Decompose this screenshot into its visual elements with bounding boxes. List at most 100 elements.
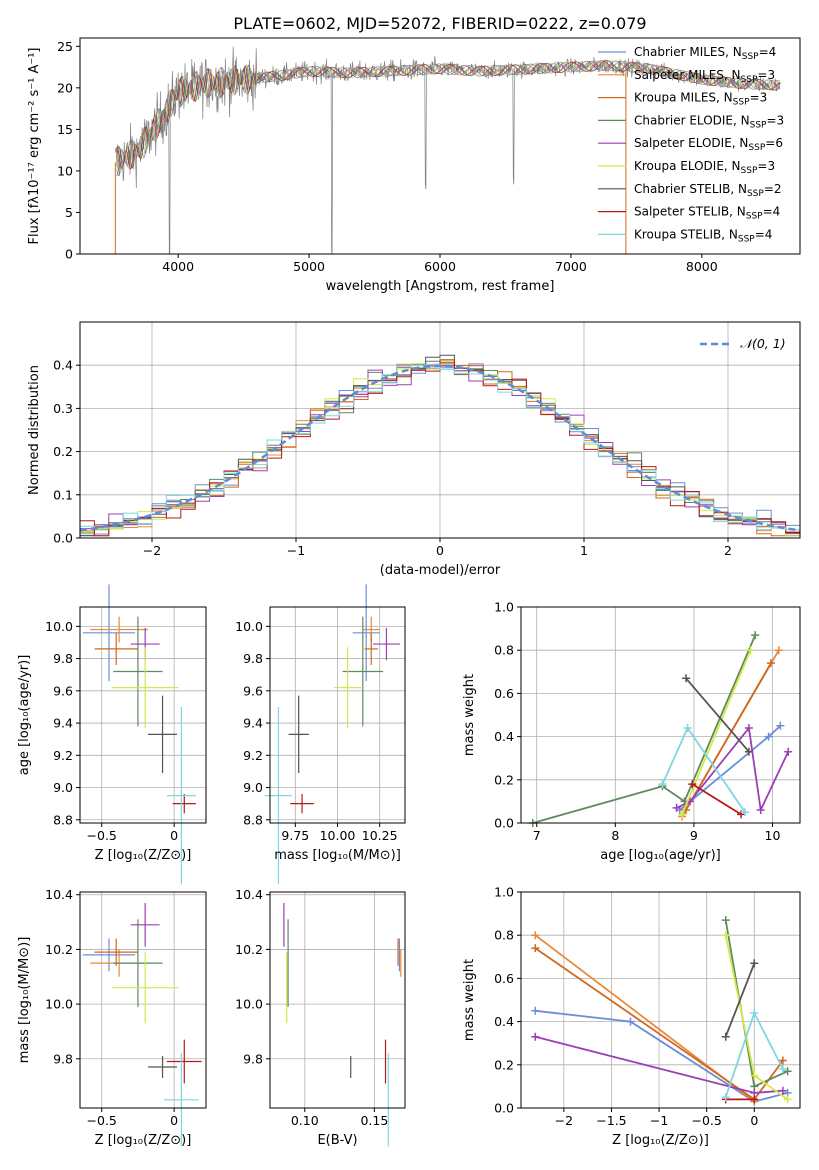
x-tick-label: −0.5 [87, 828, 117, 843]
y-tick-label: 9.2 [53, 748, 73, 763]
weight-marker [778, 1056, 787, 1065]
y-tick-label: 1.0 [494, 885, 514, 900]
weight-marker [774, 646, 783, 655]
y-tick-label: 10.2 [235, 942, 263, 957]
weight-marker [683, 723, 692, 732]
x-tick-label: 10.00 [320, 828, 356, 843]
spectrum-panel: 4000 5000 6000 7000 8000 0 5 10 15 20 25 wavelength… [27, 37, 801, 294]
x-tick-label: −1 [287, 543, 305, 558]
y-tick-label: 8.8 [243, 812, 263, 827]
figure-title: PLATE=0602, MJD=52072, FIBERID=0222, z=0… [233, 14, 646, 33]
y-tick-label: 0.6 [494, 686, 514, 701]
weight-marker [756, 806, 765, 815]
x-tick-label: 10.25 [362, 828, 398, 843]
legend-suffix: =4 [759, 45, 777, 59]
mass_vs_Z-axes: −0.5 0 9.8 10.0 10.2 10.4 Z [log₁₀(Z/Z⊙)] mass … [17, 887, 207, 1148]
y-tick-label: 10.2 [45, 942, 73, 957]
weight-marker [778, 1086, 787, 1095]
weight-line [685, 662, 772, 811]
y-tick-label: 9.4 [243, 716, 263, 731]
x-axis-label: E(B-V) [317, 1133, 357, 1148]
weight-marker [721, 916, 730, 925]
mass_vs_Z-plot-area [82, 902, 202, 1147]
x-tick-label: 0 [170, 828, 178, 843]
y-axis-label: age [log₁₀(age/yr)] [17, 655, 32, 776]
legend-subscript: SSP [733, 98, 750, 108]
y-tick-label: 9.0 [53, 780, 73, 795]
x-axis-label: Z [log₁₀(Z/Z⊙)] [612, 1133, 709, 1148]
weight-marker [751, 631, 760, 640]
x-tick-label: −0.5 [87, 1113, 117, 1128]
weight-marker [672, 803, 681, 812]
x-tick-label: 7000 [555, 259, 587, 274]
weight-line [681, 649, 752, 815]
y-tick-label: 10.0 [45, 619, 73, 634]
x-tick-label: 0 [436, 543, 444, 558]
x-axis-label: Z [log₁₀(Z/Z⊙)] [95, 1133, 192, 1148]
y-tick-label: 10.4 [45, 887, 73, 902]
y-tick-label: 0.8 [494, 928, 514, 943]
weight-marker [750, 1008, 759, 1017]
y-tick-label: 0.6 [494, 971, 514, 986]
y-tick-label: 0.4 [494, 729, 514, 744]
weight_vs_age-panel: 7 8 9 10 0.0 0.2 0.4 0.6 0.8 1.0 age [log₁₀(age/yr… [462, 600, 801, 863]
weight-marker [783, 1067, 792, 1076]
axes-frame [520, 891, 801, 1109]
legend-label: Chabrier ELODIE, NSSP=3 [634, 113, 784, 130]
weight-marker [784, 747, 793, 756]
y-tick-label: 0.0 [53, 531, 73, 546]
weight-line [691, 783, 742, 816]
y-tick-label: 9.8 [243, 651, 263, 666]
legend-label: Chabrier STELIB, NSSP=2 [634, 182, 782, 199]
legend-suffix: =3 [766, 113, 784, 127]
weight-marker [626, 1017, 635, 1026]
y-tick-label: 9.6 [243, 683, 263, 698]
mass_vs_ebv-panel: 0.10 0.15 9.8 10.0 10.2 10.4 E(B-V) [235, 887, 406, 1148]
weight-marker [531, 944, 540, 953]
legend-subscript: SSP [741, 166, 758, 176]
y-tick-label: 9.8 [53, 651, 73, 666]
weight-marker [721, 1093, 730, 1102]
weight_vs_age-plot-area [528, 631, 793, 827]
y-tick-label: 0.1 [53, 487, 73, 502]
x-tick-label: 0 [750, 1113, 758, 1128]
y-tick-label: 1.0 [494, 600, 514, 615]
y-tick-label: 10.0 [235, 997, 263, 1012]
legend-label: 𝒩(0, 1) [740, 336, 786, 351]
y-tick-label: 10.0 [235, 619, 263, 634]
x-tick-label: 5000 [293, 259, 325, 274]
weight-marker [531, 931, 540, 940]
weight-marker [746, 646, 755, 655]
mass_vs_ebv-plot-area [283, 902, 402, 1147]
y-tick-label: 9.8 [53, 1051, 73, 1066]
x-tick-label: 0.15 [360, 1113, 388, 1128]
y-tick-label: 9.8 [243, 1051, 263, 1066]
x-tick-label: −1.5 [596, 1113, 626, 1128]
residuals-plot-area [79, 354, 801, 537]
weight-marker [766, 659, 775, 668]
y-tick-label: 8.8 [53, 812, 73, 827]
spectrum-axes: 4000 5000 6000 7000 8000 0 5 10 15 20 25 wavelength… [27, 37, 801, 294]
weight_vs_Z-panel: −2 −1.5 −1 −0.5 0 0.0 0.2 0.4 0.6 0.8 1.0 Z [log₁₀(… [462, 885, 801, 1148]
weight_vs_Z-plot-area [531, 916, 792, 1106]
mass_vs_Z-panel: −0.5 0 9.8 10.0 10.2 10.4 Z [log₁₀(Z/Z⊙)] mass … [17, 887, 207, 1148]
weight-marker [750, 1095, 759, 1104]
legend-label: Kroupa STELIB, NSSP=4 [634, 227, 772, 244]
axes-frame [520, 606, 801, 824]
model-spectrum [116, 60, 780, 170]
legend-label: Salpeter MILES, NSSP=3 [634, 68, 775, 85]
y-tick-label: 0.8 [494, 643, 514, 658]
age_vs_mass-panel: 9.75 10.00 10.25 8.8 9.0 9.2 9.4 9.6 9.8 10.0 mass… [235, 584, 406, 885]
x-axis-label: mass [log₁₀(M/M⊙)] [274, 848, 401, 863]
y-axis-label: Normed distribution [27, 365, 42, 495]
x-tick-label: −1 [650, 1113, 668, 1128]
y-tick-label: 9.0 [243, 780, 263, 795]
y-axis-label: mass weight [462, 959, 477, 1041]
x-tick-label: 9 [690, 828, 698, 843]
legend-subscript: SSP [746, 212, 763, 222]
legend-suffix: =4 [763, 205, 781, 219]
x-tick-label: 8000 [686, 259, 718, 274]
y-tick-label: 9.4 [53, 716, 73, 731]
legend-subscript: SSP [741, 75, 758, 85]
